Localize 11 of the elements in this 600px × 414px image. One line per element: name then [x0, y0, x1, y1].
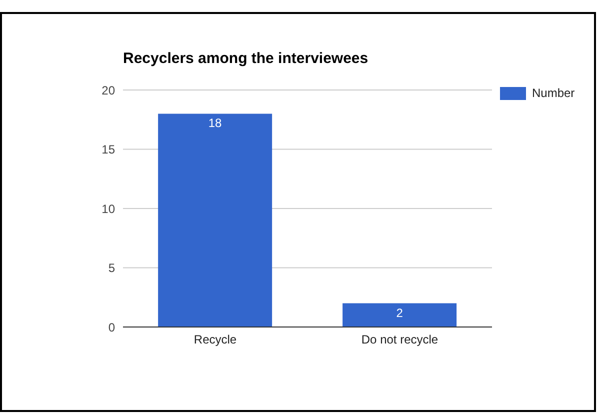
- y-tick-label: 15: [102, 142, 116, 157]
- y-tick-label: 20: [102, 83, 116, 98]
- y-tick-label: 10: [102, 202, 116, 216]
- y-tick-label: 5: [108, 261, 116, 276]
- chart-title: Recyclers among the interviewees: [123, 50, 368, 67]
- data-label: 2: [396, 306, 404, 320]
- legend-label: Number: [531, 86, 576, 100]
- x-tick-label: Recycle: [194, 332, 237, 347]
- x-tick-label: Do not recycle: [361, 332, 438, 347]
- y-tick-label: 0: [108, 320, 116, 334]
- data-label: 18: [208, 116, 222, 130]
